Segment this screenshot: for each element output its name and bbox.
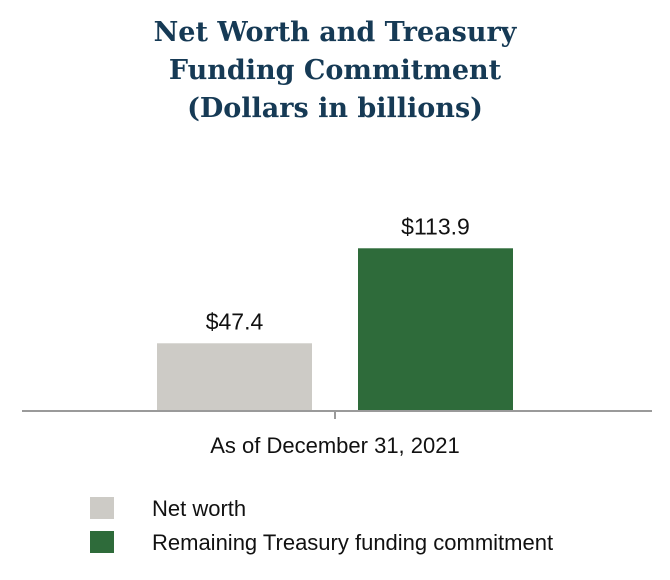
bar-net-worth xyxy=(157,343,312,411)
legend-label-treasury-commitment: Remaining Treasury funding commitment xyxy=(152,530,554,555)
data-label-net-worth: $47.4 xyxy=(206,308,264,334)
chart-title-line-1: Net Worth and Treasury xyxy=(153,17,517,48)
bar-treasury-commitment xyxy=(358,248,513,411)
legend-swatch-net-worth xyxy=(90,497,114,519)
chart-title-line-2: Funding Commitment xyxy=(168,55,502,86)
chart-title: Net Worth and Treasury Funding Commitmen… xyxy=(0,14,670,128)
x-axis-category-label: As of December 31, 2021 xyxy=(210,433,459,458)
legend-swatch-treasury-commitment xyxy=(90,531,114,553)
data-label-treasury-commitment: $113.9 xyxy=(401,213,470,239)
chart-title-line-3: (Dollars in billions) xyxy=(187,93,483,124)
legend-label-net-worth: Net worth xyxy=(152,496,247,521)
